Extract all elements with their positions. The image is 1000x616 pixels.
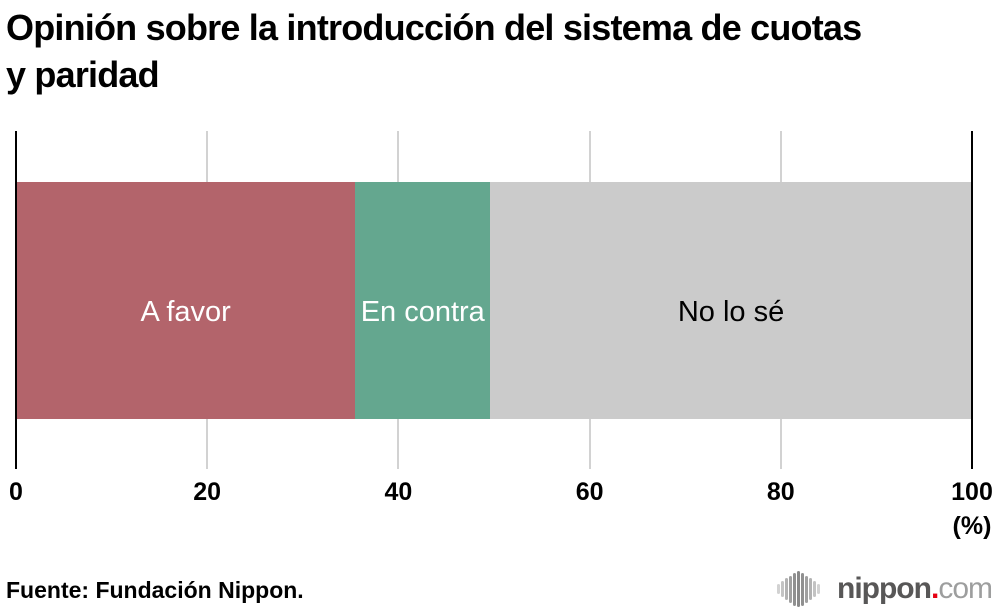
soundwave-bar <box>817 584 820 594</box>
soundwave-bar <box>805 575 808 603</box>
source-note: Fuente: Fundación Nippon. <box>6 577 304 603</box>
bar-segment-a-favor: A favor <box>16 182 356 419</box>
chart-title-line2: y paridad <box>6 54 160 95</box>
soundwave-bar <box>797 571 800 607</box>
x-tick-40: 40 <box>384 478 413 506</box>
x-tick-0: 0 <box>9 478 23 506</box>
x-tick-60: 60 <box>575 478 604 506</box>
bar-segment-en-contra: En contra <box>355 182 491 419</box>
unit-label: (%) <box>952 512 992 540</box>
x-tick-20: 20 <box>193 478 222 506</box>
bar-segment-label: A favor <box>140 296 231 328</box>
soundwave-bar <box>781 581 784 597</box>
soundwave-bar <box>785 578 788 600</box>
soundwave-logo-icon <box>777 569 821 609</box>
stacked-bar: A favor En contra No lo sé <box>16 182 972 419</box>
x-tick-100: 100 <box>951 478 993 506</box>
chart-title: Opinión sobre la introducción del sistem… <box>6 4 862 98</box>
soundwave-bar <box>793 572 796 606</box>
logo-text: nippon.com <box>837 569 993 609</box>
bar-segment-no-lo-sé: No lo sé <box>490 182 972 419</box>
logo-dot: . <box>930 572 939 605</box>
x-axis-ticks: (%) 0 20 40 60 80 100 <box>9 477 993 553</box>
gridline-0 <box>15 131 17 469</box>
soundwave-bar <box>777 584 780 594</box>
plot-area: A favor En contra No lo sé <box>15 131 973 469</box>
nippon-logo: nippon.com <box>777 569 993 609</box>
bar-segment-label: En contra <box>360 296 485 328</box>
x-tick-80: 80 <box>766 478 795 506</box>
soundwave-bar <box>809 578 812 600</box>
chart-title-line1: Opinión sobre la introducción del sistem… <box>6 7 862 48</box>
soundwave-bar <box>813 581 816 597</box>
soundwave-bar <box>801 572 804 606</box>
soundwave-bar <box>789 575 792 603</box>
logo-brand: nippon <box>837 572 932 605</box>
bar-segment-label: No lo sé <box>677 296 785 328</box>
logo-tld: com <box>938 572 993 605</box>
gridline-100 <box>971 131 973 469</box>
